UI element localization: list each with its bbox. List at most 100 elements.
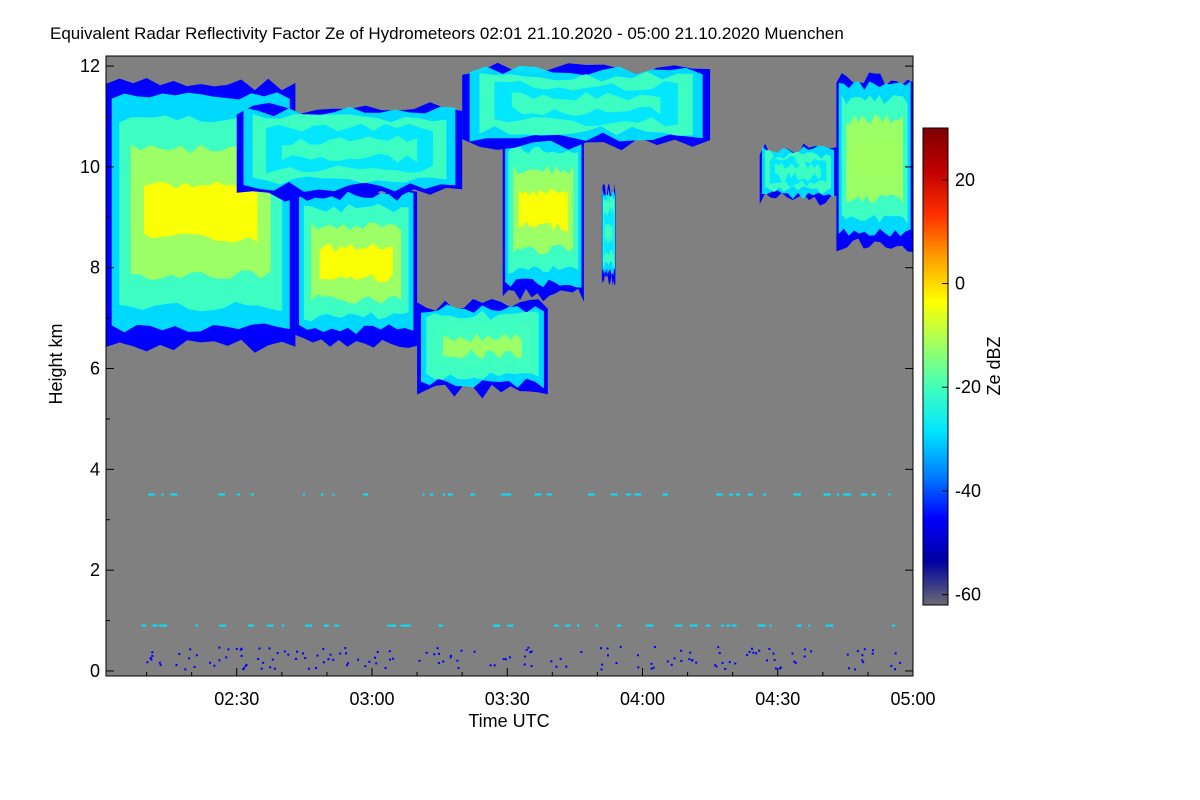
- clutter-mark: [442, 493, 445, 496]
- clutter-mark: [189, 648, 192, 651]
- echo-region-cloud-east-tail: [759, 143, 837, 206]
- clutter-mark: [752, 651, 755, 654]
- clutter-mark: [720, 624, 724, 627]
- clutter-mark: [501, 493, 509, 496]
- clutter-mark: [614, 493, 618, 496]
- clutter-mark: [637, 654, 639, 657]
- colorbar-tick-label: -60: [955, 585, 981, 605]
- echo-layer: [775, 162, 821, 182]
- echo-region-cloud-fallstreak: [295, 183, 418, 348]
- clutter-mark: [159, 624, 164, 627]
- clutter-mark: [680, 649, 683, 652]
- clutter-mark: [758, 649, 761, 652]
- clutter-mark: [334, 624, 340, 627]
- clutter-mark: [617, 624, 622, 627]
- colorbar-scale: [922, 127, 949, 606]
- clutter-mark: [768, 648, 771, 650]
- clutter-mark: [652, 666, 655, 669]
- clutter-mark: [717, 646, 720, 649]
- clutter-mark: [559, 657, 562, 660]
- echo-region-cloud-small: [601, 183, 616, 287]
- clutter-mark: [218, 646, 221, 649]
- clutter-mark: [320, 493, 324, 496]
- y-tick-label: 0: [90, 661, 100, 681]
- clutter-mark: [327, 658, 330, 661]
- clutter-mark: [505, 493, 512, 496]
- clutter-mark: [257, 658, 260, 660]
- clutter-mark: [751, 647, 753, 650]
- clutter-mark: [716, 493, 723, 496]
- clutter-mark: [307, 667, 310, 670]
- clutter-mark: [673, 657, 676, 660]
- clutter-mark: [158, 661, 161, 664]
- clutter-mark: [670, 663, 673, 666]
- clutter-mark: [715, 665, 718, 668]
- clutter-mark: [296, 650, 299, 653]
- clutter-mark: [650, 667, 653, 670]
- clutter-mark: [856, 650, 859, 653]
- clutter-mark: [763, 493, 767, 496]
- clutter-mark: [389, 658, 391, 661]
- clutter-mark: [747, 493, 753, 496]
- clutter-mark: [240, 654, 243, 657]
- clutter-mark: [248, 624, 254, 627]
- clutter-mark: [161, 493, 164, 496]
- clutter-mark: [250, 493, 254, 496]
- colorbar-tick-label: -40: [955, 481, 981, 501]
- clutter-mark: [225, 656, 228, 659]
- clutter-mark: [847, 667, 850, 670]
- clutter-mark: [368, 660, 371, 663]
- clutter-mark: [862, 661, 865, 664]
- plot-frame: [105, 55, 914, 677]
- clutter-mark: [504, 658, 507, 661]
- y-axis-label: Height km: [46, 323, 66, 404]
- clutter-mark: [607, 654, 609, 657]
- clutter-mark: [726, 624, 730, 627]
- clutter-mark: [871, 652, 874, 655]
- clutter-mark: [146, 661, 149, 664]
- clutter-mark: [442, 660, 445, 663]
- clutter-mark: [276, 652, 279, 655]
- y-tick-label: 2: [90, 560, 100, 580]
- clutter-mark: [527, 646, 530, 649]
- clutter-mark: [836, 493, 840, 496]
- clutter-mark: [405, 624, 411, 627]
- clutter-mark: [322, 661, 325, 664]
- clutter-mark: [262, 661, 265, 664]
- clutter-mark: [524, 655, 526, 658]
- clutter-mark: [769, 624, 772, 627]
- clutter-mark: [162, 624, 168, 627]
- clutter-mark: [724, 667, 727, 670]
- echo-layer: [443, 333, 522, 360]
- x-tick-label: 04:00: [620, 689, 665, 709]
- clutter-mark: [695, 661, 698, 664]
- reflectivity-echoes: [106, 62, 913, 399]
- clutter-mark: [565, 624, 571, 627]
- clutter-mark: [891, 624, 896, 627]
- clutter-mark: [810, 650, 813, 653]
- clutter-mark: [735, 493, 740, 496]
- y-tick-label: 8: [90, 258, 100, 278]
- x-tick-label: 04:30: [755, 689, 800, 709]
- clutter-mark: [507, 624, 514, 627]
- clutter-mark: [345, 652, 347, 655]
- clutter-mark: [854, 668, 857, 671]
- clutter-mark: [449, 656, 452, 659]
- clutter-mark: [689, 651, 692, 654]
- clutter-mark: [149, 657, 152, 659]
- clutter-mark: [188, 657, 191, 660]
- clutter-mark: [794, 661, 797, 664]
- clutter-mark: [219, 624, 227, 627]
- echo-layer: [281, 135, 418, 163]
- clutter-mark: [151, 654, 154, 657]
- echo-layer: [519, 188, 568, 232]
- clutter-mark: [803, 655, 806, 658]
- clutter-mark: [460, 649, 463, 652]
- clutter-mark: [808, 624, 811, 627]
- clutter-mark: [375, 662, 378, 665]
- clutter-mark: [501, 493, 505, 496]
- clutter-mark: [400, 624, 408, 627]
- x-tick-label: 05:00: [890, 689, 935, 709]
- clutter-mark: [525, 648, 528, 651]
- clutter-mark: [218, 493, 225, 496]
